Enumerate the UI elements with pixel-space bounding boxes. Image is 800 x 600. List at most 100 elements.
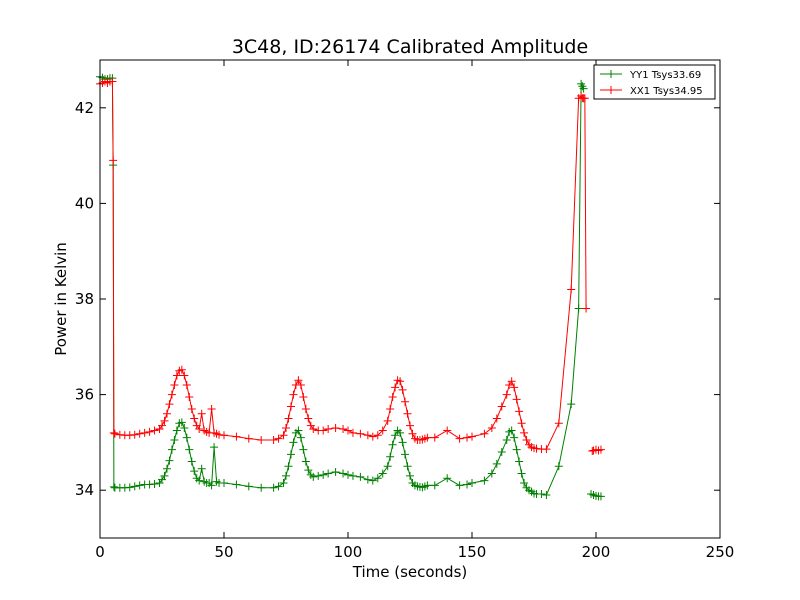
- data-point: [109, 428, 118, 437]
- data-point: [150, 479, 159, 488]
- data-point: [294, 426, 303, 435]
- data-point: [542, 445, 551, 454]
- data-point: [596, 445, 605, 454]
- data-point: [339, 469, 348, 478]
- data-point: [185, 392, 194, 401]
- data-point: [167, 390, 176, 399]
- data-point: [423, 481, 432, 490]
- data-point: [244, 482, 253, 491]
- data-point: [580, 94, 589, 103]
- data-point: [391, 383, 400, 392]
- data-point: [406, 471, 414, 480]
- data-point: [510, 383, 519, 392]
- data-point: [160, 471, 169, 480]
- data-point: [165, 400, 174, 409]
- y-tick-label: 40: [75, 194, 94, 212]
- data-point: [443, 426, 452, 435]
- data-point: [537, 490, 546, 499]
- data-point: [443, 474, 452, 483]
- data-point: [195, 425, 204, 434]
- data-point: [378, 426, 387, 435]
- data-point: [294, 376, 303, 385]
- data-point: [109, 482, 118, 491]
- data-point: [522, 436, 531, 445]
- data-point: [269, 483, 278, 492]
- data-point: [331, 424, 340, 433]
- legend-marker-xx1: [607, 86, 615, 94]
- data-point: [520, 428, 529, 437]
- data-point: [210, 443, 219, 452]
- data-point: [160, 416, 169, 425]
- y-tick-label: 36: [75, 386, 94, 404]
- data-point: [162, 409, 171, 418]
- x-tick-label: 150: [458, 543, 487, 561]
- data-point: [574, 304, 583, 313]
- data-point: [309, 425, 318, 434]
- data-point: [304, 466, 313, 475]
- data-point: [373, 431, 382, 440]
- data-point: [296, 433, 305, 442]
- data-point: [244, 434, 253, 443]
- data-point: [282, 471, 290, 480]
- data-point: [220, 479, 228, 488]
- x-tick-label: 100: [334, 543, 363, 561]
- data-point: [403, 409, 412, 418]
- x-axis-label: Time (seconds): [352, 563, 468, 581]
- data-point: [182, 381, 191, 390]
- data-point: [344, 426, 352, 435]
- data-point: [197, 409, 206, 418]
- data-point: [430, 433, 439, 442]
- data-point: [274, 434, 283, 443]
- data-point: [430, 481, 439, 490]
- data-point: [301, 457, 310, 466]
- data-point: [286, 402, 295, 411]
- data-point: [299, 445, 308, 454]
- data-point: [567, 285, 576, 294]
- data-point: [257, 483, 266, 492]
- y-tick-label: 42: [75, 99, 94, 117]
- data-point: [296, 381, 305, 390]
- data-point: [363, 431, 372, 440]
- data-point: [207, 404, 216, 413]
- data-point: [455, 481, 464, 490]
- data-point: [567, 400, 576, 409]
- data-point: [180, 424, 189, 433]
- data-point: [396, 428, 405, 437]
- data-point: [408, 429, 417, 438]
- data-point: [197, 464, 206, 473]
- plot-series: [96, 73, 605, 501]
- data-point: [554, 462, 563, 471]
- data-point: [502, 436, 511, 445]
- data-point: [125, 483, 134, 492]
- data-point: [515, 407, 524, 416]
- y-tick-label: 38: [75, 290, 94, 308]
- data-point: [480, 476, 489, 485]
- data-point: [177, 365, 186, 374]
- data-point: [309, 472, 318, 481]
- data-point: [386, 452, 395, 461]
- data-point: [406, 421, 414, 430]
- data-point: [398, 438, 407, 447]
- data-point: [289, 390, 298, 399]
- data-point: [520, 479, 529, 488]
- data-point: [177, 418, 186, 427]
- data-point: [378, 469, 387, 478]
- data-point: [502, 390, 511, 399]
- data-point: [356, 429, 365, 438]
- data-point: [220, 431, 228, 440]
- data-point: [480, 429, 489, 438]
- data-point: [279, 431, 288, 440]
- data-point: [368, 476, 377, 485]
- series-1: [96, 78, 605, 456]
- data-point: [348, 428, 357, 437]
- data-point: [383, 416, 392, 425]
- data-point: [344, 470, 352, 479]
- data-point: [301, 404, 310, 413]
- data-point: [510, 433, 519, 442]
- data-point: [195, 476, 204, 485]
- data-point: [512, 395, 521, 404]
- data-point: [492, 414, 501, 423]
- data-point: [257, 436, 266, 445]
